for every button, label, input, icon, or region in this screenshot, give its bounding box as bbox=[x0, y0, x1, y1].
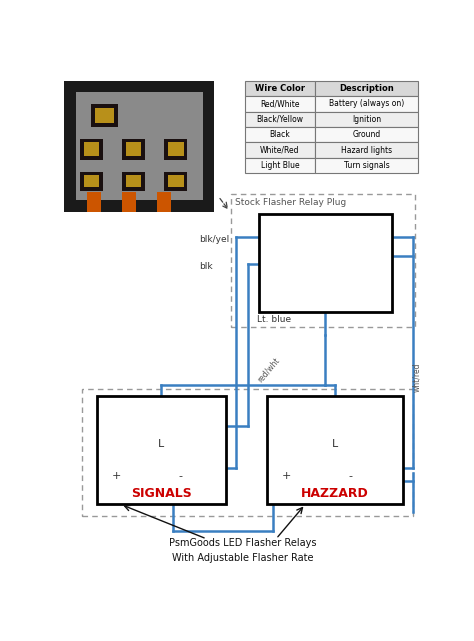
Text: +: + bbox=[112, 470, 121, 481]
Bar bbox=[284, 261, 288, 272]
Bar bbox=[394, 467, 401, 481]
Bar bbox=[321, 422, 348, 429]
Text: Lt. blue: Lt. blue bbox=[257, 315, 291, 324]
Text: Ignition: Ignition bbox=[352, 115, 381, 124]
Bar bbox=[83, 142, 99, 156]
Bar bbox=[273, 456, 279, 474]
Bar bbox=[319, 287, 331, 298]
Text: Black/Yellow: Black/Yellow bbox=[256, 115, 303, 124]
Bar bbox=[126, 142, 141, 156]
Bar bbox=[315, 81, 419, 96]
Text: +: + bbox=[282, 470, 291, 481]
Bar bbox=[95, 108, 114, 123]
Bar bbox=[245, 112, 315, 127]
Bar bbox=[76, 92, 203, 200]
Text: blk: blk bbox=[199, 262, 213, 271]
Text: Red/White: Red/White bbox=[260, 99, 300, 108]
Bar bbox=[273, 264, 288, 268]
Bar bbox=[287, 233, 296, 241]
Bar bbox=[315, 112, 419, 127]
Bar bbox=[83, 176, 99, 187]
Text: Ground: Ground bbox=[352, 130, 381, 139]
Bar bbox=[336, 456, 342, 474]
Text: Hazard lights: Hazard lights bbox=[341, 146, 392, 154]
Bar bbox=[245, 96, 315, 112]
Text: L: L bbox=[331, 439, 337, 449]
Bar bbox=[259, 214, 392, 312]
Text: blk/yel: blk/yel bbox=[199, 235, 229, 244]
Text: -: - bbox=[348, 470, 352, 481]
Text: SIGNALS: SIGNALS bbox=[131, 487, 191, 500]
Bar bbox=[268, 462, 284, 468]
Bar bbox=[331, 462, 347, 468]
Bar bbox=[315, 158, 419, 173]
Text: L: L bbox=[158, 439, 164, 449]
Bar bbox=[168, 176, 183, 187]
Text: Turn signals: Turn signals bbox=[344, 161, 389, 170]
Text: Battery (always on): Battery (always on) bbox=[329, 99, 404, 108]
Text: Stock Flasher Relay Plug: Stock Flasher Relay Plug bbox=[235, 197, 346, 207]
Bar bbox=[160, 426, 163, 435]
Bar bbox=[168, 142, 183, 156]
Bar bbox=[122, 192, 136, 212]
Bar bbox=[64, 81, 214, 212]
Bar bbox=[167, 456, 173, 474]
Bar bbox=[313, 287, 337, 290]
Text: -: - bbox=[179, 470, 182, 481]
Bar bbox=[82, 389, 413, 516]
Bar bbox=[103, 456, 109, 474]
Bar bbox=[164, 172, 188, 191]
Text: PsmGoods LED Flasher Relays
With Adjustable Flasher Rate: PsmGoods LED Flasher Relays With Adjusta… bbox=[169, 538, 317, 563]
Bar bbox=[164, 138, 188, 160]
Text: Light Blue: Light Blue bbox=[261, 161, 299, 170]
Bar bbox=[380, 249, 389, 264]
Bar bbox=[122, 172, 145, 191]
Text: Wire Color: Wire Color bbox=[255, 84, 305, 93]
Bar bbox=[80, 172, 103, 191]
Bar bbox=[358, 256, 365, 272]
Text: HAZZARD: HAZZARD bbox=[301, 487, 368, 500]
Bar bbox=[315, 142, 419, 158]
Bar bbox=[126, 176, 141, 187]
Text: Black: Black bbox=[270, 130, 290, 139]
Bar bbox=[267, 397, 403, 504]
Text: red/wht: red/wht bbox=[255, 355, 281, 384]
Text: Description: Description bbox=[339, 84, 394, 93]
Bar bbox=[245, 81, 315, 96]
Text: White/Red: White/Red bbox=[260, 146, 300, 154]
Bar bbox=[217, 467, 225, 481]
Bar bbox=[162, 462, 177, 468]
Bar bbox=[97, 397, 226, 504]
Bar bbox=[355, 256, 368, 260]
Bar bbox=[282, 233, 299, 237]
Bar bbox=[231, 194, 415, 327]
Bar bbox=[245, 127, 315, 142]
Bar bbox=[333, 426, 336, 435]
Text: wht/red: wht/red bbox=[412, 362, 420, 392]
Bar bbox=[80, 138, 103, 160]
Bar bbox=[245, 158, 315, 173]
Bar bbox=[87, 192, 101, 212]
Bar bbox=[315, 127, 419, 142]
Bar bbox=[245, 142, 315, 158]
Bar bbox=[157, 192, 171, 212]
Bar bbox=[99, 462, 114, 468]
Bar bbox=[91, 104, 118, 127]
Bar bbox=[147, 422, 175, 429]
Bar bbox=[315, 96, 419, 112]
Bar bbox=[122, 138, 145, 160]
